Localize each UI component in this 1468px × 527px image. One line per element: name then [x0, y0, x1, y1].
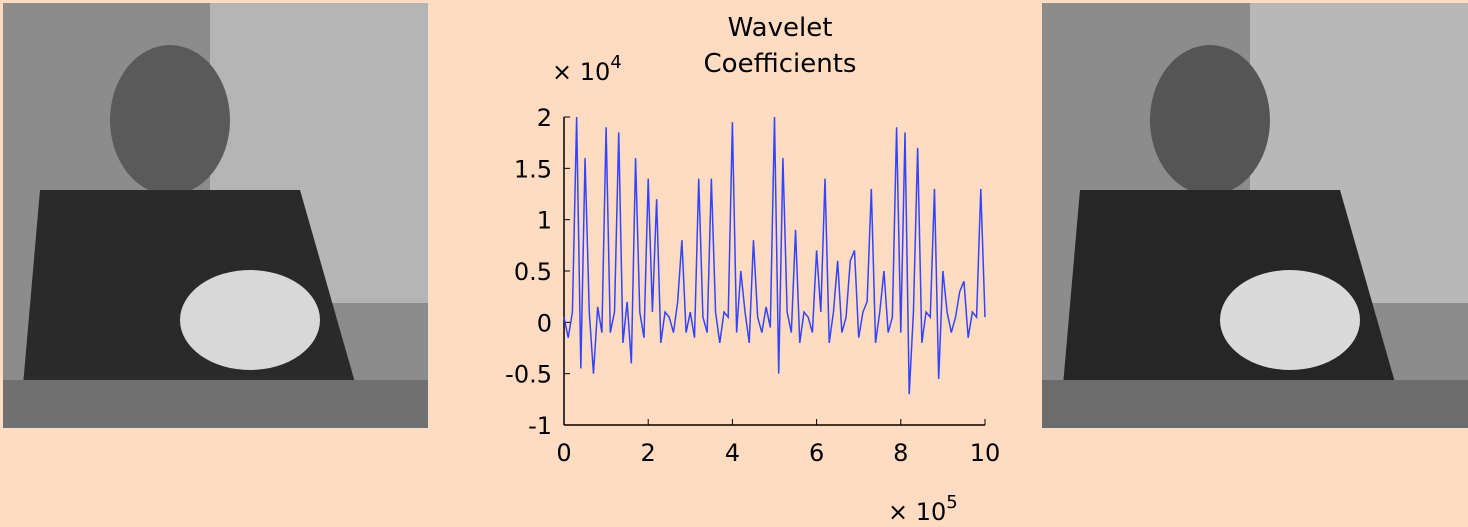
y-tick-label: -1 — [528, 412, 552, 440]
x-tick-label: 2 — [641, 439, 656, 467]
axis-multipliers: × 104 × 105 — [552, 52, 958, 526]
y-multiplier: × 104 — [552, 52, 622, 86]
photo-right — [1042, 3, 1468, 428]
y-tick-label: 1 — [537, 207, 552, 235]
photo-left — [3, 3, 428, 428]
x-tick-label: 0 — [556, 439, 571, 467]
x-tick-label: 8 — [893, 439, 908, 467]
y-tick-label: 1.5 — [514, 155, 552, 183]
x-tick-label: 4 — [725, 439, 740, 467]
x-tick-label: 6 — [809, 439, 824, 467]
data-line — [563, 116, 986, 395]
y-tick-label: -0.5 — [505, 361, 552, 389]
y-tick-label: 0.5 — [514, 258, 552, 286]
x-multiplier: × 105 — [888, 492, 958, 526]
y-tick-label: 2 — [537, 104, 552, 132]
y-tick-label: 0 — [537, 309, 552, 337]
x-tick-label: 10 — [970, 439, 1001, 467]
chart-title: Wavelet Coefficients — [703, 13, 857, 79]
